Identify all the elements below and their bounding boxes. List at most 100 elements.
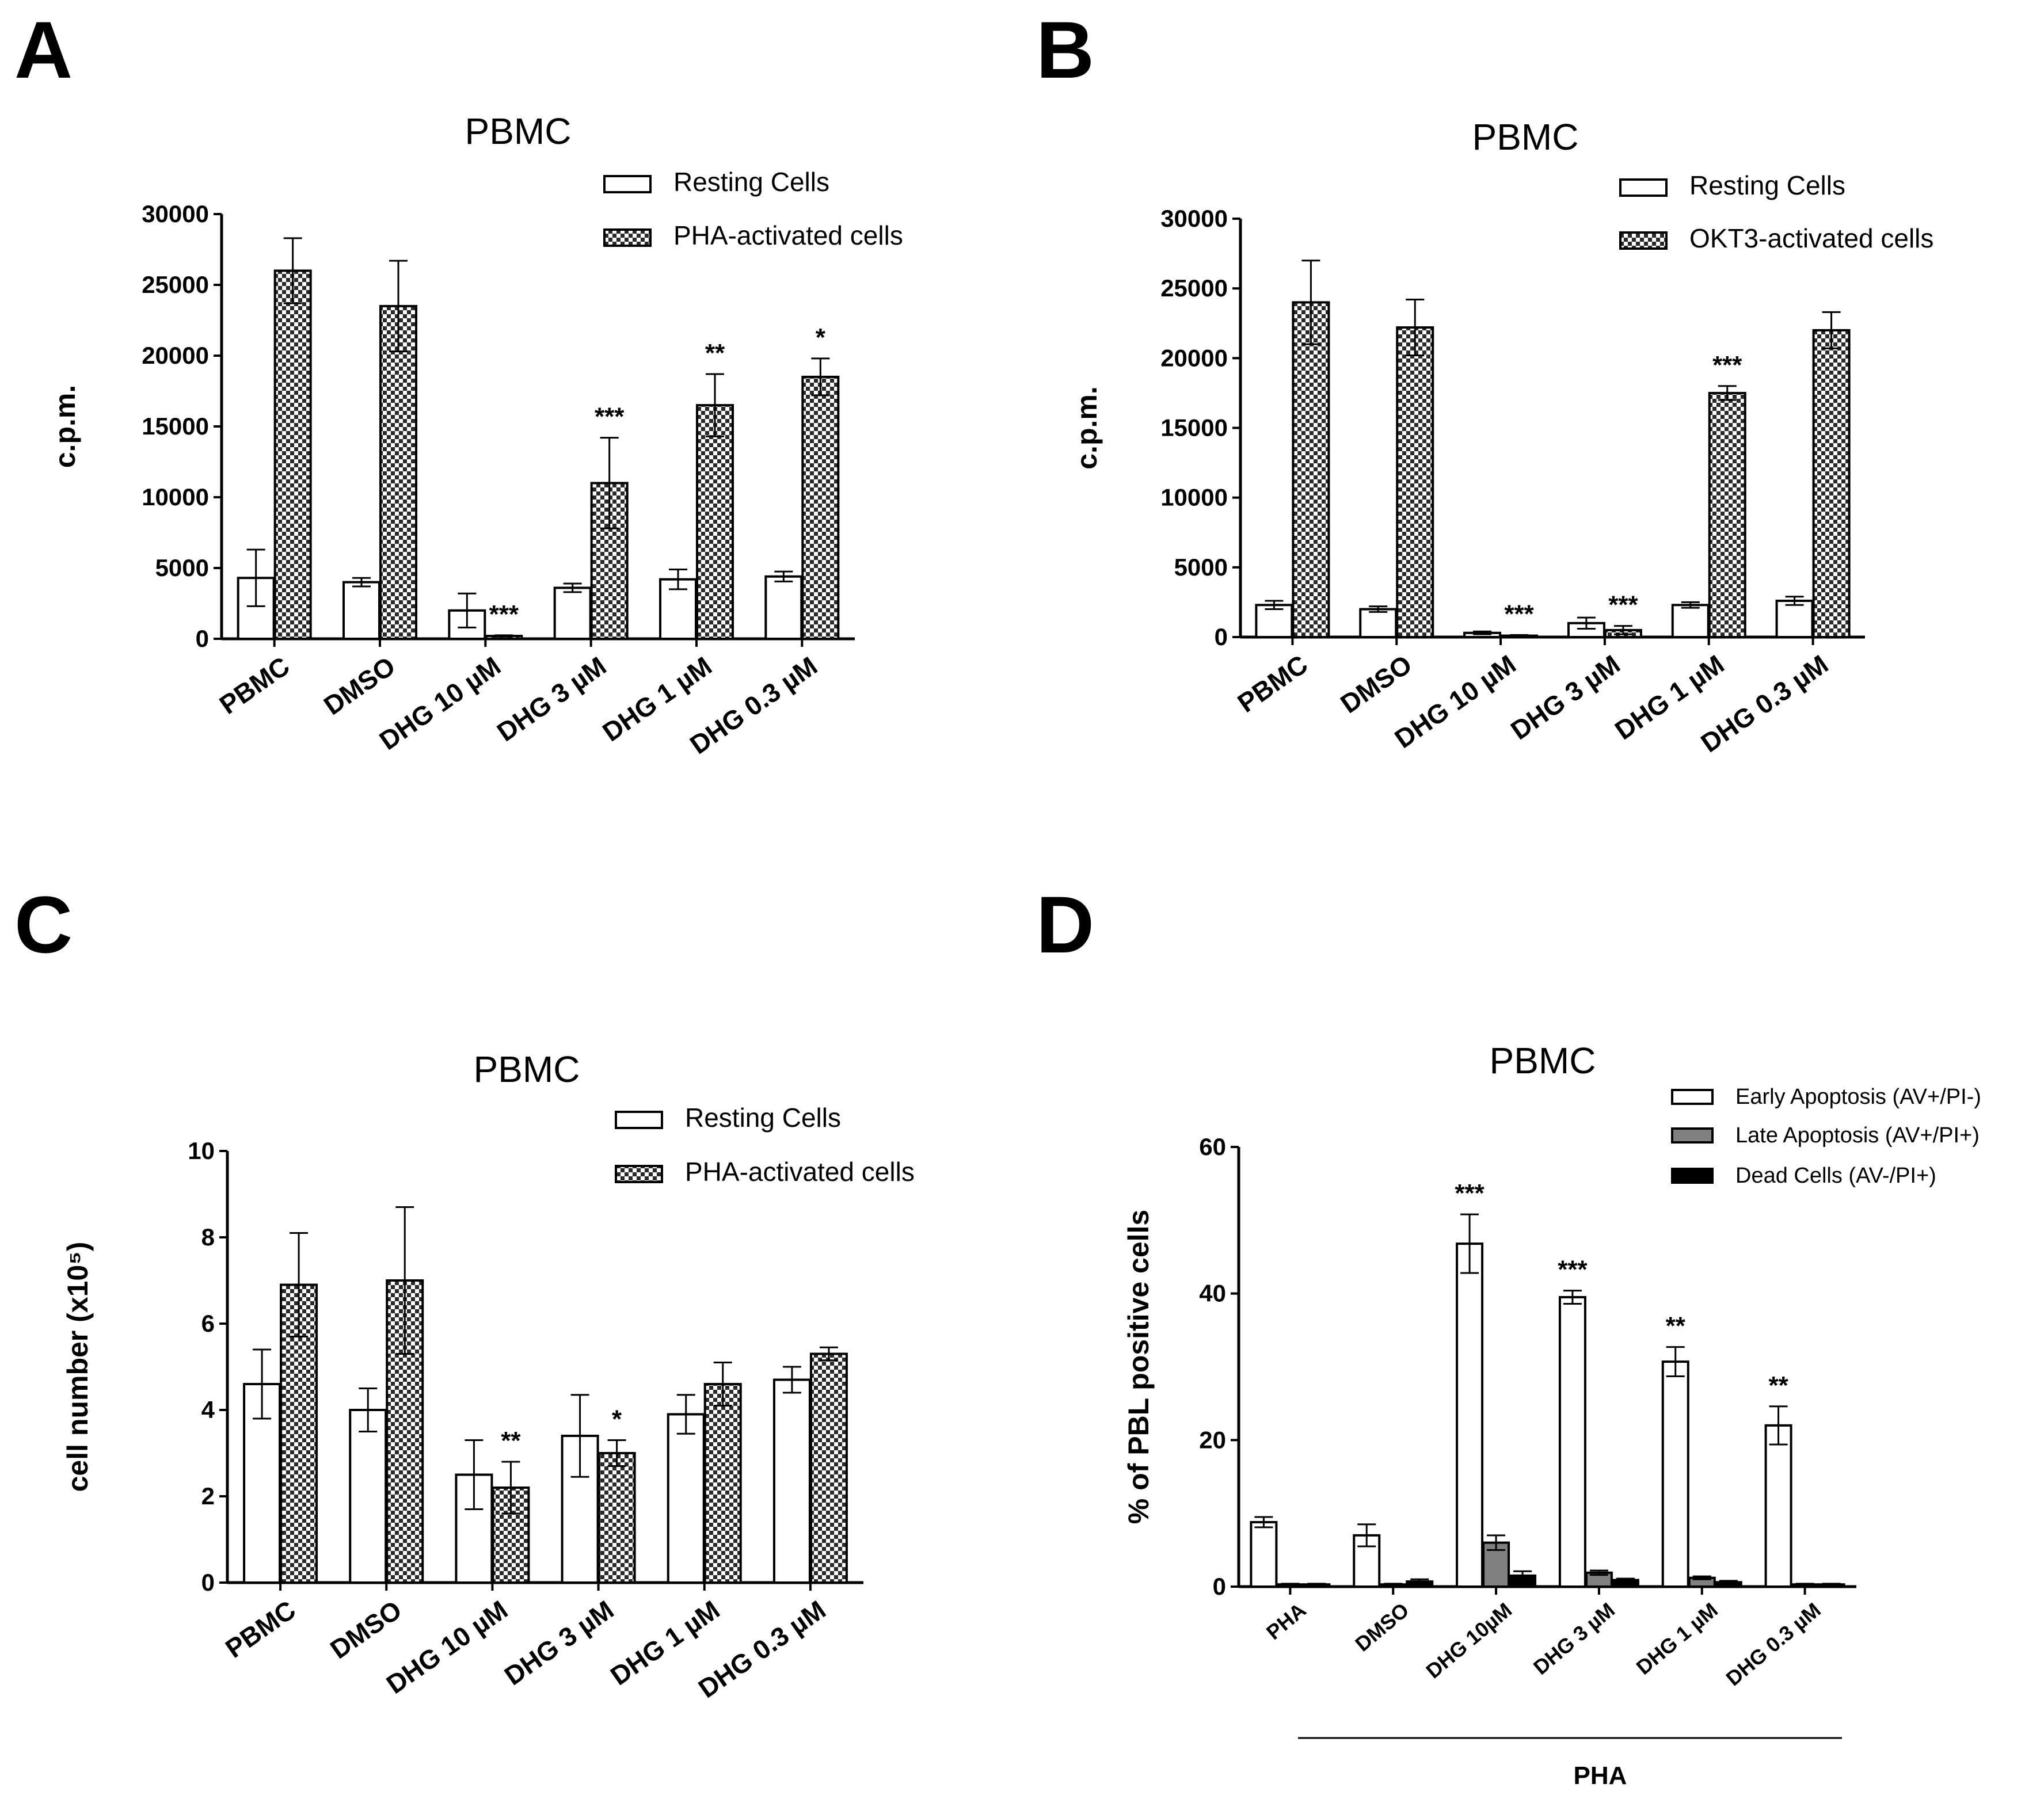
- panel-letter-a: A: [14, 5, 73, 95]
- y-tick-label: 10: [188, 1137, 215, 1164]
- legend-swatch: [1671, 1089, 1714, 1105]
- bar: [349, 1409, 387, 1584]
- legend-label: OKT3-activated cells: [1689, 223, 1933, 253]
- bar: [1775, 599, 1814, 638]
- y-axis-label: c.p.m.: [49, 385, 81, 468]
- group-label: PHA: [1574, 1762, 1627, 1790]
- bar: [1456, 1242, 1484, 1588]
- significance-marker: ***: [1712, 351, 1742, 379]
- chart-panel-b: PBMC c.p.m. 0 5000 10000 15000 20000 25000 30000…: [1071, 116, 1933, 758]
- y-tick-label: 30000: [1160, 205, 1228, 232]
- x-tick-label: DMSO: [318, 651, 401, 721]
- x-tick-label: DHG 3 µM: [499, 1595, 619, 1691]
- legend-label: Resting Cells: [1689, 170, 1845, 200]
- x-tick-label: DHG 1 µM: [1632, 1598, 1722, 1679]
- x-tick-label: DHG 3 µM: [1529, 1598, 1619, 1679]
- significance-marker: ***: [595, 403, 625, 431]
- significance-marker: ***: [1608, 591, 1638, 619]
- significance-marker: **: [1768, 1371, 1788, 1400]
- chart-panel-d: PBMC % of PBL positive cells 0 20 40 60 PHA DMS…: [1122, 1040, 1981, 1790]
- bar: [1764, 1424, 1792, 1588]
- bar: [273, 269, 312, 640]
- legend-swatch: [1671, 1127, 1714, 1144]
- y-tick-label: 10000: [142, 483, 209, 510]
- bar: [1812, 329, 1851, 638]
- significance-marker: ***: [489, 600, 519, 628]
- bar: [764, 575, 803, 641]
- y-tick-label: 8: [201, 1224, 215, 1251]
- x-tick-label: DHG 3 µM: [1505, 649, 1626, 746]
- y-tick-label: 20000: [1160, 344, 1228, 371]
- bar: [703, 1383, 742, 1584]
- significance-marker: ***: [1455, 1179, 1485, 1207]
- bar: [1708, 391, 1746, 639]
- bar: [696, 404, 734, 640]
- legend-swatch: [1619, 178, 1668, 197]
- chart-title: PBMC: [1472, 116, 1579, 158]
- y-tick-label: 5000: [1174, 554, 1228, 581]
- x-tick-label: PBMC: [1232, 649, 1313, 718]
- bar: [379, 304, 417, 640]
- panel-letter-c: C: [14, 879, 73, 970]
- bar: [597, 1452, 636, 1584]
- x-tick-label: DMSO: [1350, 1598, 1413, 1656]
- legend-swatch: [603, 228, 652, 247]
- legend-swatch: [1671, 1168, 1714, 1184]
- x-tick-label: PBMC: [214, 651, 295, 720]
- legend-label: PHA-activated cells: [673, 220, 903, 250]
- legend-label: Early Apoptosis (AV+/PI-): [1735, 1085, 1981, 1109]
- y-tick-label: 20: [1199, 1426, 1226, 1453]
- y-tick-label: 6: [201, 1310, 215, 1337]
- y-tick-label: 20000: [142, 342, 209, 369]
- bar: [772, 1378, 811, 1584]
- legend-label: Dead Cells (AV-/PI+): [1735, 1164, 1936, 1188]
- significance-marker: *: [816, 323, 826, 352]
- chart-panel-c: PBMC cell number (x10⁵) 0 2 4 6 8 10 PBMC DMSO DHG…: [62, 1049, 915, 1703]
- chart-title: PBMC: [465, 110, 572, 152]
- y-tick-label: 15000: [142, 413, 209, 440]
- x-tick-label: PHA: [1262, 1598, 1311, 1644]
- y-tick-label: 60: [1199, 1133, 1226, 1160]
- y-tick-label: 5000: [155, 554, 209, 581]
- legend-swatch: [615, 1165, 663, 1183]
- y-axis-label: c.p.m.: [1071, 386, 1103, 469]
- y-tick-label: 0: [196, 625, 209, 652]
- panel-letter-b: B: [1036, 5, 1094, 95]
- bar: [342, 581, 380, 640]
- y-tick-label: 10000: [1160, 484, 1228, 511]
- legend-label: Resting Cells: [685, 1103, 841, 1133]
- bar: [386, 1279, 424, 1584]
- bar: [1661, 1360, 1689, 1588]
- y-tick-label: 15000: [1160, 414, 1228, 441]
- y-axis-label: % of PBL positive cells: [1122, 1210, 1155, 1524]
- bar: [1250, 1520, 1278, 1588]
- bar: [667, 1413, 705, 1584]
- x-tick-label: DHG 10µM: [1421, 1598, 1516, 1683]
- x-tick-label: DMSO: [1335, 649, 1417, 719]
- significance-marker: **: [501, 1427, 521, 1455]
- legend-swatch: [615, 1111, 663, 1129]
- x-tick-label: DHG 3 µM: [492, 651, 612, 748]
- significance-marker: ***: [1504, 600, 1534, 628]
- chart-panel-a: PBMC c.p.m. 0 5000 10000 15000 20000 25000 30000…: [49, 110, 903, 760]
- legend-swatch: [1619, 231, 1668, 250]
- x-tick-label: PBMC: [220, 1595, 301, 1664]
- significance-marker: *: [612, 1405, 622, 1434]
- y-tick-label: 25000: [142, 271, 209, 298]
- bar: [1558, 1296, 1586, 1588]
- bar: [1396, 326, 1434, 638]
- bar: [553, 586, 592, 640]
- significance-marker: ***: [1558, 1256, 1588, 1284]
- chart-title: PBMC: [1490, 1040, 1596, 1081]
- bar: [1292, 301, 1330, 638]
- significance-marker: **: [1666, 1312, 1686, 1340]
- y-axis-label: cell number (x10⁵): [62, 1242, 94, 1492]
- panel-letter-d: D: [1036, 879, 1094, 970]
- legend-label: Late Apoptosis (AV+/PI+): [1735, 1123, 1980, 1148]
- legend-label: Resting Cells: [673, 167, 829, 197]
- bar: [1255, 604, 1293, 638]
- y-tick-label: 30000: [142, 200, 209, 227]
- y-tick-label: 0: [201, 1569, 215, 1596]
- y-tick-label: 0: [1213, 1573, 1226, 1600]
- legend-label: PHA-activated cells: [685, 1157, 915, 1187]
